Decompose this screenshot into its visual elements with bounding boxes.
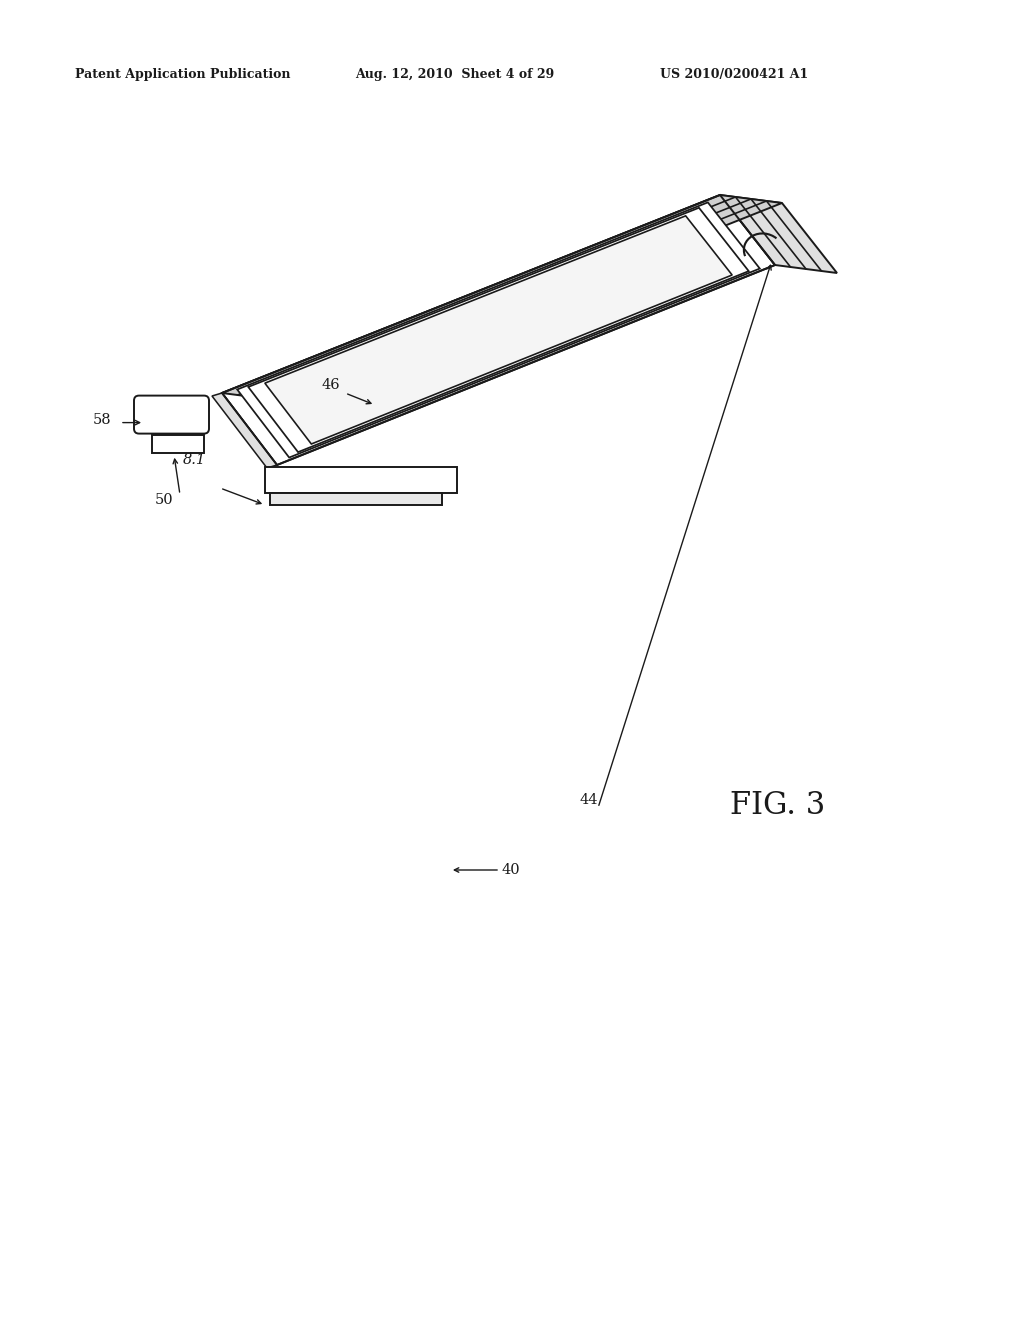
Polygon shape (265, 216, 732, 444)
Polygon shape (265, 467, 457, 492)
Polygon shape (222, 195, 775, 465)
FancyBboxPatch shape (134, 396, 209, 433)
Text: 40: 40 (502, 863, 520, 876)
Polygon shape (212, 393, 278, 469)
Text: FIG. 3: FIG. 3 (730, 789, 825, 821)
Text: Patent Application Publication: Patent Application Publication (75, 69, 291, 81)
Polygon shape (238, 202, 760, 458)
Text: 46: 46 (322, 378, 341, 392)
Polygon shape (152, 434, 204, 453)
Text: 58: 58 (93, 413, 112, 426)
Text: 44: 44 (580, 793, 598, 807)
Polygon shape (248, 207, 749, 453)
Text: 50: 50 (155, 492, 174, 507)
Polygon shape (720, 195, 837, 273)
Polygon shape (222, 195, 782, 401)
Text: Aug. 12, 2010  Sheet 4 of 29: Aug. 12, 2010 Sheet 4 of 29 (355, 69, 554, 81)
Text: 8.1: 8.1 (183, 453, 206, 467)
Polygon shape (270, 492, 442, 506)
Text: US 2010/0200421 A1: US 2010/0200421 A1 (660, 69, 808, 81)
